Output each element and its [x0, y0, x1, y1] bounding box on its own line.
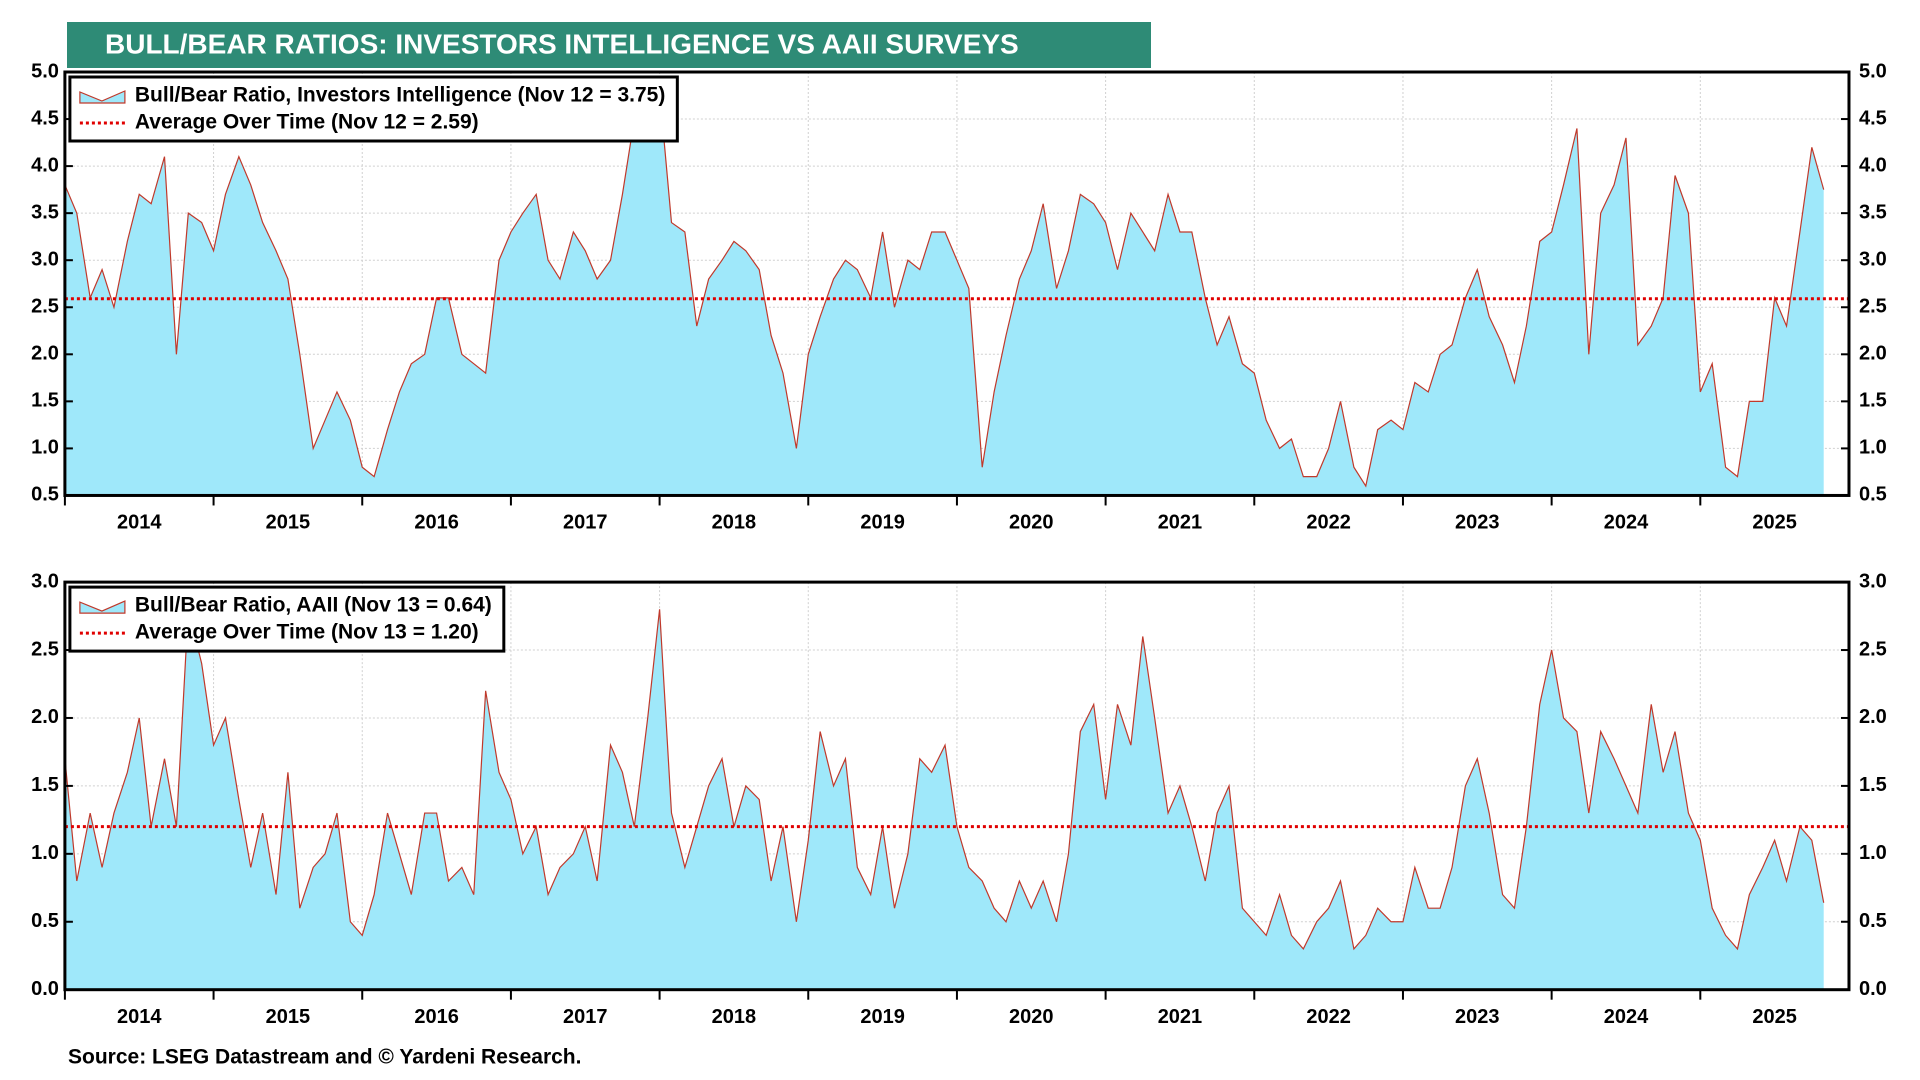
y-tick-label: 3.0: [1859, 248, 1887, 270]
x-tick-label: 2021: [1158, 512, 1203, 534]
y-tick-label: 2.5: [1859, 638, 1887, 660]
y-tick-label: 2.0: [31, 343, 59, 365]
x-tick-label: 2018: [712, 1006, 757, 1028]
x-tick-label: 2025: [1752, 512, 1797, 534]
x-tick-label: 2018: [712, 512, 757, 534]
title-banner: [67, 22, 1151, 68]
y-tick-label: 2.0: [1859, 343, 1887, 365]
y-tick-label: 1.0: [31, 437, 59, 459]
y-tick-label: 1.5: [31, 390, 59, 412]
x-tick-label: 2021: [1158, 1006, 1203, 1028]
y-tick-label: 4.0: [31, 154, 59, 176]
x-tick-label: 2022: [1306, 1006, 1351, 1028]
y-tick-label: 0.5: [1859, 910, 1887, 932]
source-note: Source: LSEG Datastream and © Yardeni Re…: [68, 1046, 581, 1069]
legend-label: Bull/Bear Ratio, Investors Intelligence …: [135, 84, 665, 107]
area: [64, 609, 1824, 990]
y-tick-label: 3.0: [31, 248, 59, 270]
y-tick-label: 0.0: [1859, 978, 1887, 1000]
area-outline: [64, 609, 1825, 951]
legend-label: Average Over Time (Nov 12 = 2.59): [135, 111, 479, 134]
y-tick-label: 3.5: [1859, 201, 1887, 223]
x-tick-label: 2024: [1604, 1006, 1649, 1028]
legend: Bull/Bear Ratio, Investors Intelligence …: [68, 75, 679, 143]
x-tick-label: 2020: [1009, 1006, 1054, 1028]
x-tick-label: 2020: [1009, 512, 1054, 534]
legend-label: Bull/Bear Ratio, AAII (Nov 13 = 0.64): [135, 594, 492, 617]
legend: Bull/Bear Ratio, AAII (Nov 13 = 0.64) Ave…: [68, 585, 506, 653]
x-tick-label: 2023: [1455, 512, 1500, 534]
y-tick-label: 2.0: [31, 706, 59, 728]
y-tick-label: 4.5: [1859, 107, 1887, 129]
y-tick-label: 0.5: [31, 484, 59, 506]
x-tick-label: 2019: [860, 1006, 905, 1028]
y-tick-label: 1.5: [31, 774, 59, 796]
legend-box: [68, 75, 679, 143]
x-tick-label: 2014: [117, 1006, 162, 1028]
y-tick-label: 1.0: [31, 842, 59, 864]
chart-title: BULL/BEAR RATIOS: INVESTORS INTELLIGENCE…: [105, 28, 1019, 59]
x-tick-label: 2022: [1306, 512, 1351, 534]
x-tick-label: 2023: [1455, 1006, 1500, 1028]
y-tick-label: 4.0: [1859, 154, 1887, 176]
y-tick-label: 4.5: [31, 107, 59, 129]
y-tick-label: 2.0: [1859, 706, 1887, 728]
x-tick-label: 2017: [563, 512, 608, 534]
y-tick-label: 3.5: [31, 201, 59, 223]
y-tick-label: 3.0: [31, 570, 59, 592]
legend-swatch: [79, 600, 126, 614]
y-tick-label: 5.0: [1859, 60, 1887, 82]
legend-swatch: [79, 90, 126, 104]
y-tick-label: 3.0: [1859, 570, 1887, 592]
y-tick-label: 0.0: [31, 978, 59, 1000]
y-tick-label: 2.5: [31, 638, 59, 660]
x-tick-label: 2015: [266, 1006, 311, 1028]
x-tick-label: 2014: [117, 512, 162, 534]
y-tick-label: 1.5: [1859, 390, 1887, 412]
x-tick-label: 2019: [860, 512, 905, 534]
y-tick-label: 1.0: [1859, 437, 1887, 459]
y-tick-label: 2.5: [31, 296, 59, 318]
legend-box: [68, 585, 506, 653]
area: [64, 90, 1824, 496]
y-tick-label: 5.0: [31, 60, 59, 82]
x-tick-label: 2016: [414, 512, 459, 534]
legend-label: Average Over Time (Nov 13 = 1.20): [135, 621, 479, 644]
x-tick-label: 2017: [563, 1006, 608, 1028]
y-tick-label: 2.5: [1859, 296, 1887, 318]
x-tick-label: 2024: [1604, 512, 1649, 534]
x-tick-label: 2015: [266, 512, 311, 534]
y-tick-label: 1.0: [1859, 842, 1887, 864]
x-tick-label: 2016: [414, 1006, 459, 1028]
y-tick-label: 1.5: [1859, 774, 1887, 796]
y-tick-label: 0.5: [31, 910, 59, 932]
y-tick-label: 0.5: [1859, 484, 1887, 506]
x-tick-label: 2025: [1752, 1006, 1797, 1028]
